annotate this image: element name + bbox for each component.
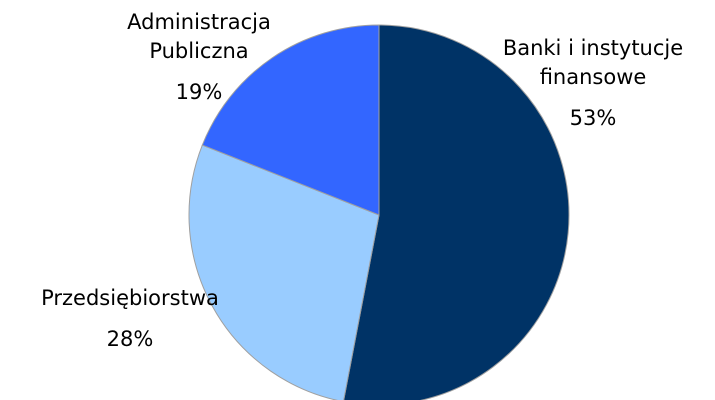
category-label: Przedsiębiorstwa xyxy=(41,286,219,310)
slice-label: Administracja Publiczna 19% xyxy=(104,8,294,107)
category-label: Banki i instytucje finansowe xyxy=(502,36,684,89)
pie-slice xyxy=(188,144,380,400)
slice-label: Banki i instytucje finansowe 53% xyxy=(468,34,715,133)
value-label: 28% xyxy=(106,327,154,351)
pie-slice xyxy=(201,24,380,216)
value-label: 53% xyxy=(569,106,617,130)
slice-label: Przedsiębiorstwa 28% xyxy=(5,284,255,354)
pie-slice xyxy=(343,24,570,400)
value-label: 19% xyxy=(175,80,223,104)
category-label: Administracja Publiczna xyxy=(127,10,271,63)
